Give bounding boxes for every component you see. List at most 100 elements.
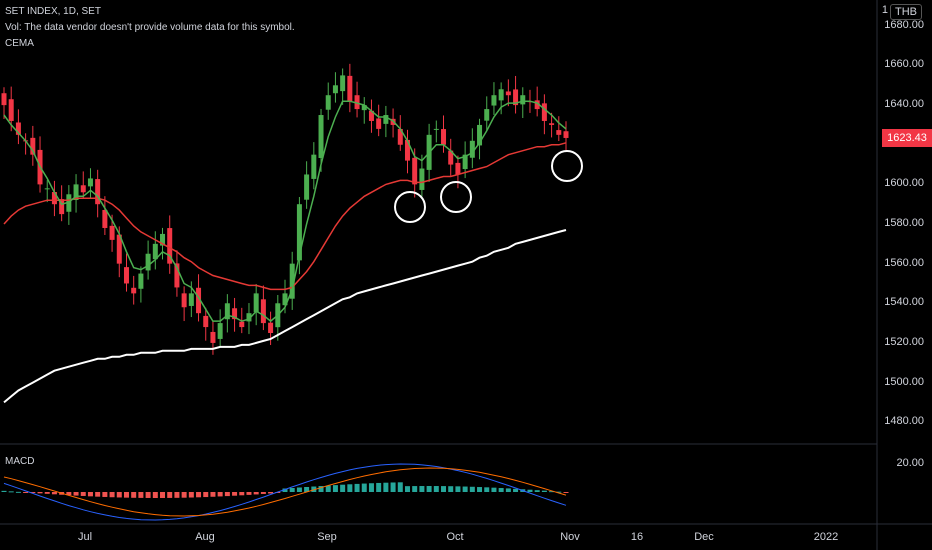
macd-histogram-bar: [556, 491, 562, 493]
macd-histogram-bar: [160, 492, 166, 498]
macd-histogram-bar: [260, 492, 266, 494]
macd-histogram-bar: [80, 492, 86, 496]
macd-histogram-bar: [217, 492, 223, 497]
candle-body: [224, 303, 230, 320]
candle-body: [361, 105, 367, 111]
candle-body: [325, 95, 331, 110]
ema-mid-line: [3, 142, 567, 291]
candle-body: [404, 139, 410, 161]
candle-body: [505, 91, 511, 96]
time-tick-label: Sep: [317, 531, 337, 543]
candle-body: [51, 192, 57, 205]
macd-histogram-bar: [116, 492, 122, 498]
candle-body: [210, 331, 216, 343]
macd-histogram-bar: [383, 482, 389, 492]
macd-histogram-bar: [332, 485, 338, 492]
macd-histogram-bar: [174, 492, 180, 498]
price-tick-label: 1640.00: [884, 98, 924, 111]
candle-body: [469, 140, 475, 158]
candle-body: [541, 103, 547, 121]
candle-body: [123, 267, 129, 284]
candle-body: [282, 293, 288, 306]
candle-body: [491, 95, 497, 106]
candle-body: [340, 75, 346, 92]
time-tick-label: Oct: [446, 531, 464, 543]
annotation-circle: [394, 191, 426, 223]
macd-histogram-bar: [224, 492, 230, 497]
macd-histogram-bar: [361, 483, 367, 492]
macd-line: [3, 463, 567, 521]
candle-body: [87, 178, 93, 187]
symbol-legend[interactable]: SET INDEX, 1D, SET: [5, 6, 101, 17]
macd-histogram-bar: [426, 486, 432, 492]
macd-histogram-bar: [441, 486, 447, 492]
candle-body: [383, 115, 389, 124]
candle-body: [246, 313, 252, 322]
candle-body: [441, 129, 447, 145]
indicator-legend[interactable]: CEMA: [5, 38, 34, 49]
macd-histogram-bar: [477, 487, 483, 492]
macd-histogram-bar: [318, 486, 324, 492]
macd-histogram-bar: [491, 487, 497, 492]
macd-legend[interactable]: MACD: [5, 456, 35, 467]
candle-body: [304, 174, 310, 200]
price-tick-label: 1560.00: [884, 256, 924, 269]
price-tick-label: 1580.00: [884, 217, 924, 230]
candle-body: [318, 115, 324, 159]
macd-histogram-bar: [188, 492, 194, 498]
macd-histogram-bar: [268, 492, 274, 494]
macd-histogram-bar: [455, 486, 461, 492]
macd-histogram-bar: [145, 492, 151, 498]
macd-histogram-bar: [404, 486, 410, 492]
macd-histogram-bar: [87, 492, 93, 497]
candle-body: [152, 243, 158, 260]
macd-histogram-bar: [541, 490, 547, 492]
macd-histogram-bar: [167, 492, 173, 498]
candle-body: [217, 323, 223, 339]
macd-histogram-bar: [15, 491, 21, 493]
candle-body: [80, 185, 86, 193]
macd-histogram-bar: [23, 492, 29, 493]
price-tick-label: 1600.00: [884, 177, 924, 190]
macd-histogram-bar: [30, 492, 36, 493]
candle-body: [138, 273, 144, 289]
macd-histogram-bar: [232, 492, 238, 496]
candle-body: [354, 95, 360, 110]
candle-body: [448, 150, 454, 165]
macd-histogram-bar: [448, 486, 454, 492]
time-tick-label: 16: [630, 531, 644, 543]
macd-histogram-bar: [102, 492, 108, 497]
candle-body: [188, 293, 194, 306]
candle-body: [549, 123, 555, 125]
macd-histogram-bar: [289, 488, 295, 492]
price-tick-label: 1520.00: [884, 335, 924, 348]
candle-body: [513, 89, 519, 106]
macd-histogram-bar: [534, 490, 540, 492]
candle-body: [296, 204, 302, 261]
candle-body: [289, 263, 295, 299]
macd-histogram-bar: [462, 486, 468, 492]
candle-body: [520, 95, 526, 105]
candle-body: [131, 287, 137, 294]
candle-body: [66, 194, 72, 212]
volume-legend: Vol: The data vendor doesn't provide vol…: [5, 22, 295, 33]
candle-body: [419, 168, 425, 190]
macd-histogram-bar: [37, 492, 43, 494]
signal-line: [3, 467, 567, 517]
macd-histogram-bar: [73, 492, 79, 496]
candle-body: [397, 128, 403, 145]
macd-histogram-bar: [433, 486, 439, 492]
candle-body: [239, 321, 245, 328]
macd-histogram-bar: [390, 482, 396, 492]
candle-body: [556, 130, 562, 135]
macd-histogram-bar: [246, 492, 252, 495]
candle-body: [433, 128, 439, 130]
candle-body: [44, 188, 50, 190]
macd-histogram-bar: [109, 492, 115, 498]
price-tick-label: 1480.00: [884, 415, 924, 428]
macd-histogram-bar: [376, 482, 382, 492]
currency-badge[interactable]: THB: [890, 4, 922, 20]
macd-histogram-bar: [181, 492, 187, 498]
candle-body: [116, 234, 122, 264]
